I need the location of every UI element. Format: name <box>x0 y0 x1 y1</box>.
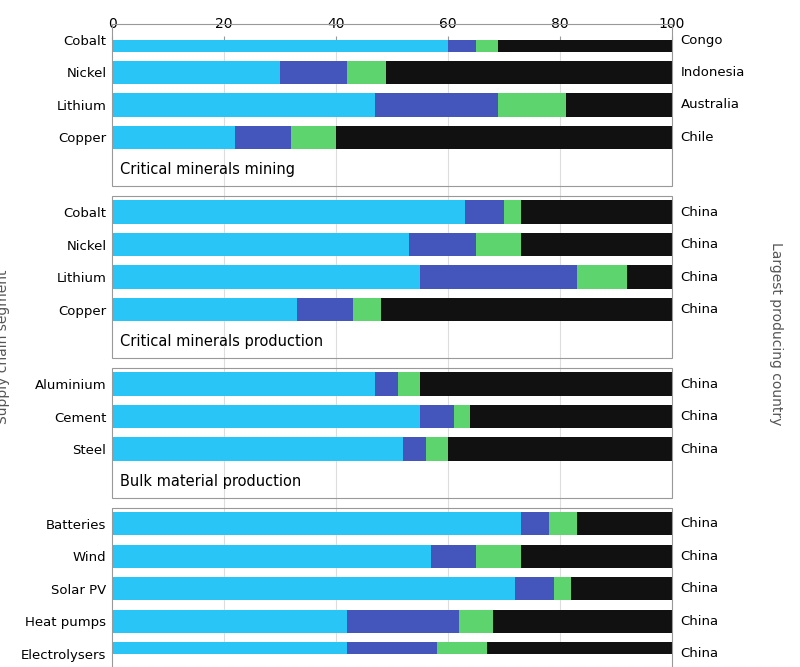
Bar <box>112 297 297 321</box>
Text: China: China <box>681 550 718 563</box>
Bar <box>476 28 498 52</box>
Bar <box>112 233 409 256</box>
Bar <box>498 28 672 52</box>
Bar <box>577 512 672 536</box>
Bar <box>112 372 375 396</box>
Bar <box>291 126 336 149</box>
Bar <box>470 405 672 428</box>
Bar <box>112 405 420 428</box>
Bar <box>386 61 672 84</box>
Bar <box>235 126 291 149</box>
Bar <box>112 610 347 633</box>
Bar <box>112 126 235 149</box>
Bar <box>549 512 577 536</box>
Bar <box>521 200 672 224</box>
Text: Critical minerals mining: Critical minerals mining <box>121 162 295 177</box>
Bar <box>347 61 386 84</box>
Bar <box>454 405 470 428</box>
Text: China: China <box>681 518 718 530</box>
Bar <box>112 24 672 186</box>
Bar <box>426 438 448 461</box>
Text: Australia: Australia <box>681 99 739 111</box>
Text: Bulk material production: Bulk material production <box>121 474 302 489</box>
Text: China: China <box>681 238 718 251</box>
Text: China: China <box>681 410 718 423</box>
Bar <box>112 93 375 117</box>
Bar <box>521 544 672 568</box>
Bar <box>112 508 672 667</box>
Bar <box>112 577 515 600</box>
Bar <box>112 438 403 461</box>
Text: China: China <box>681 378 718 391</box>
Bar <box>409 233 476 256</box>
Bar <box>459 610 493 633</box>
Bar <box>112 512 521 536</box>
Bar <box>420 265 577 289</box>
Bar <box>476 544 521 568</box>
Bar <box>498 93 566 117</box>
Bar <box>112 265 420 289</box>
Bar <box>297 297 353 321</box>
Bar <box>112 200 465 224</box>
Text: China: China <box>681 443 718 456</box>
Text: China: China <box>681 271 718 283</box>
Bar <box>487 642 672 666</box>
Bar <box>476 233 521 256</box>
Bar <box>431 544 476 568</box>
Bar <box>398 372 420 396</box>
Bar <box>420 372 672 396</box>
Bar <box>448 28 476 52</box>
Text: China: China <box>681 647 718 660</box>
Text: Indonesia: Indonesia <box>681 66 745 79</box>
Bar <box>521 512 549 536</box>
Bar <box>627 265 672 289</box>
Bar <box>381 297 672 321</box>
Bar <box>280 61 347 84</box>
Bar <box>112 28 448 52</box>
Bar <box>521 233 672 256</box>
Bar <box>571 577 672 600</box>
Bar <box>515 577 554 600</box>
Text: China: China <box>681 615 718 628</box>
Bar <box>566 93 672 117</box>
Text: China: China <box>681 303 718 316</box>
Bar <box>577 265 627 289</box>
Bar <box>112 61 280 84</box>
Bar <box>554 577 571 600</box>
Text: China: China <box>681 582 718 595</box>
Text: Chile: Chile <box>681 131 714 144</box>
Bar <box>504 200 521 224</box>
Bar <box>112 368 672 498</box>
Bar <box>375 93 498 117</box>
Bar <box>420 405 454 428</box>
Bar <box>347 642 437 666</box>
Y-axis label: Supply chain segment: Supply chain segment <box>0 269 10 424</box>
Bar <box>112 642 347 666</box>
Text: Largest producing country: Largest producing country <box>769 242 783 425</box>
Bar <box>375 372 398 396</box>
Bar <box>347 610 459 633</box>
Bar <box>448 438 672 461</box>
Text: Critical minerals production: Critical minerals production <box>121 334 323 350</box>
Bar <box>336 126 672 149</box>
Bar <box>437 642 487 666</box>
Bar <box>465 200 504 224</box>
Bar <box>112 196 672 358</box>
Bar <box>403 438 426 461</box>
Bar <box>353 297 381 321</box>
Bar <box>112 544 431 568</box>
Text: Congo: Congo <box>681 33 723 47</box>
Bar <box>493 610 672 633</box>
Text: China: China <box>681 205 718 219</box>
